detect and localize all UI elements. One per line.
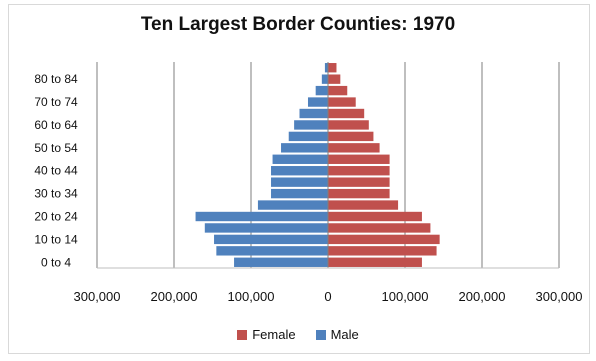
y-tick-label-4: 40 to 44 — [34, 164, 78, 178]
bar-male-75-to-79 — [315, 85, 328, 96]
bar-male-40-to-44 — [271, 166, 328, 176]
bar-female-60-to-64 — [328, 120, 369, 130]
bar-female-85+ — [328, 63, 337, 73]
bar-male-30-to-34 — [271, 188, 328, 199]
bar-female-65-to-69 — [328, 108, 365, 119]
y-tick-label-6: 60 to 64 — [34, 118, 78, 132]
bar-male-55-to-59 — [288, 131, 328, 142]
bar-male-80-to-84 — [321, 74, 328, 84]
bar-female-15-to-19 — [328, 223, 431, 233]
x-tick-label-3: 0 — [324, 289, 331, 304]
legend-swatch-male — [315, 329, 326, 340]
bar-male-50-to-54 — [281, 143, 328, 153]
legend: Female Male — [0, 327, 596, 342]
bar-female-45-to-49 — [328, 154, 390, 164]
bar-male-60-to-64 — [294, 120, 328, 130]
y-tick-label-5: 50 to 54 — [34, 141, 78, 155]
bar-male-20-to-24 — [195, 211, 328, 222]
bar-female-30-to-34 — [328, 188, 390, 199]
gridlines — [96, 62, 560, 268]
legend-item-male: Male — [315, 327, 359, 342]
bar-female-70-to-74 — [328, 97, 356, 107]
bar-male-25-to-29 — [257, 200, 328, 210]
legend-label-male: Male — [330, 327, 359, 342]
bar-female-20-to-24 — [328, 211, 422, 222]
y-tick-label-0: 0 to 4 — [41, 255, 71, 269]
bar-female-35-to-39 — [328, 177, 390, 187]
x-tick-label-1: 200,000 — [151, 289, 198, 304]
bar-male-65-to-69 — [299, 108, 328, 119]
y-tick-label-3: 30 to 34 — [34, 187, 78, 201]
bar-male-70-to-74 — [307, 97, 328, 107]
x-tick-label-2: 100,000 — [228, 289, 275, 304]
bar-female-10-to-14 — [328, 234, 440, 245]
bar-male-15-to-19 — [204, 223, 328, 233]
legend-item-female: Female — [237, 327, 296, 342]
bar-male-5-to-9 — [216, 246, 328, 256]
x-tick-label-6: 300,000 — [536, 289, 583, 304]
bar-male-45-to-49 — [272, 154, 328, 164]
y-tick-label-7: 70 to 74 — [34, 95, 78, 109]
bar-female-25-to-29 — [328, 200, 399, 210]
bar-female-0-to-4 — [328, 257, 422, 267]
bar-female-40-to-44 — [328, 166, 390, 176]
bar-male-0-to-4 — [234, 257, 328, 267]
bars — [195, 63, 440, 267]
x-tick-label-0: 300,000 — [74, 289, 121, 304]
bar-female-50-to-54 — [328, 143, 380, 153]
y-tick-label-1: 10 to 14 — [34, 232, 78, 246]
bar-female-55-to-59 — [328, 131, 374, 142]
legend-swatch-female — [237, 329, 248, 340]
bar-female-75-to-79 — [328, 85, 348, 96]
legend-label-female: Female — [252, 327, 296, 342]
bar-male-85+ — [324, 63, 328, 73]
bar-female-80-to-84 — [328, 74, 341, 84]
tick-labels: 300,000 200,000 100,000 0 100,000 200,000 300,… — [34, 72, 582, 304]
chart-title: Ten Largest Border Counties: 1970 — [140, 14, 456, 35]
x-tick-label-5: 200,000 — [459, 289, 506, 304]
bar-female-5-to-9 — [328, 246, 437, 256]
axes — [97, 62, 559, 269]
bar-male-10-to-14 — [214, 234, 328, 245]
y-tick-label-8: 80 to 84 — [34, 72, 78, 86]
x-tick-label-4: 100,000 — [382, 289, 429, 304]
bar-male-35-to-39 — [271, 177, 328, 187]
y-tick-label-2: 20 to 24 — [34, 210, 78, 224]
